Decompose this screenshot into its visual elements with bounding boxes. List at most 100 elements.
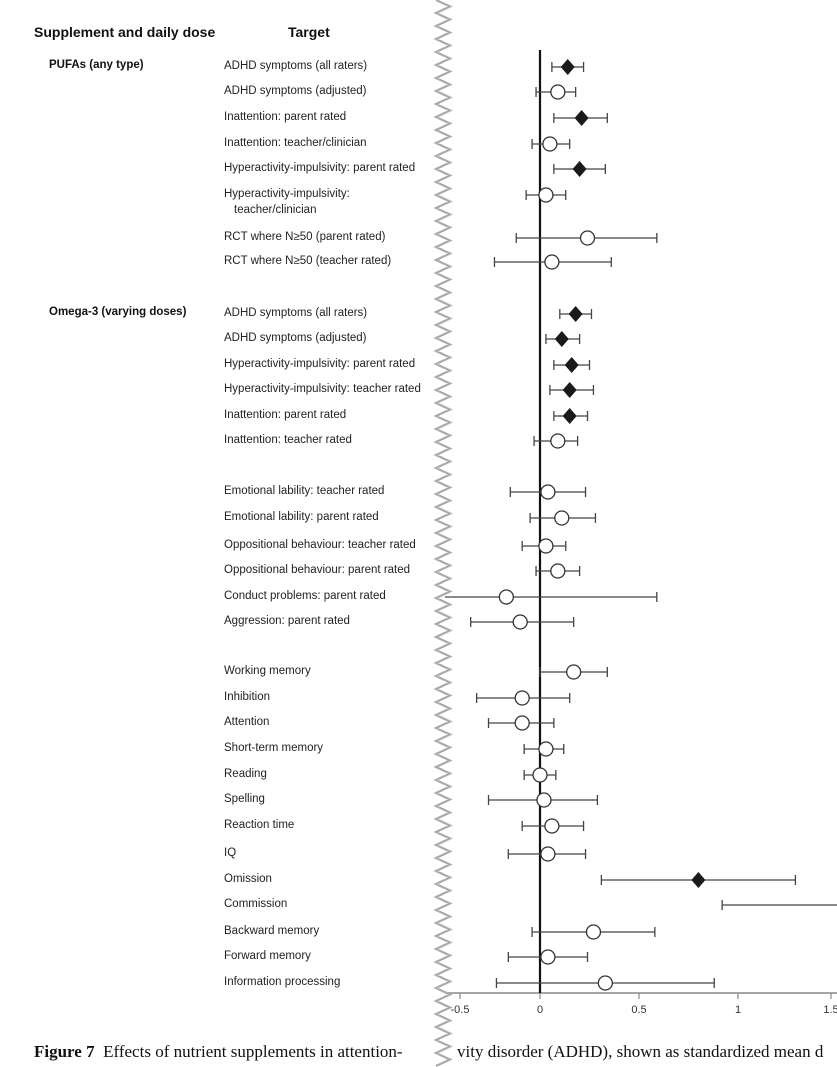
row-label-text: Inattention: teacher/clinician [224,137,367,149]
row-label: Emotional lability: parent rated [224,509,379,525]
row-label-text: Attention [224,716,270,728]
row-label-text: Oppositional behaviour: teacher rated [224,539,416,551]
row-label: Hyperactivity-impulsivity: teacher rated [224,381,421,397]
row-label: Short-term memory [224,740,323,756]
row-label: Inattention: teacher rated [224,432,352,448]
point-nonsignificant-circle [550,84,566,100]
figure-caption: Figure 7 Effects of nutrient supplements… [34,1042,403,1062]
row-label-text: Aggression: parent rated [224,615,350,627]
row-label-text: Inattention: teacher rated [224,434,352,446]
x-tick-label: -0.5 [451,1004,470,1016]
row-label: ADHD symptoms (adjusted) [224,83,367,99]
point-nonsignificant-circle [540,949,556,965]
point-nonsignificant-circle [550,433,566,449]
x-tick-label: 0 [537,1004,543,1016]
row-label-text: ADHD symptoms (all raters) [224,307,368,319]
row-label-text: Inattention: parent rated [224,409,347,421]
point-significant-diamond [564,357,579,373]
row-label-text: IQ [224,847,237,859]
row-label: Attention [224,714,269,730]
point-nonsignificant-circle [550,563,566,579]
row-label: Working memory [224,663,311,679]
row-label: Reading [224,766,267,782]
row-label: Conduct problems: parent rated [224,588,386,604]
point-nonsignificant-circle [538,538,554,554]
row-label-text: RCT where N≥50 (parent rated) [224,231,386,243]
group-label: PUFAs (any type) [49,59,144,71]
row-label: Hyperactivity-impulsivity: parent rated [224,356,415,372]
row-label-text: Omission [224,873,272,885]
point-nonsignificant-circle [498,589,514,605]
figure-caption-cont: vity disorder (ADHD), shown as standardi… [457,1042,823,1062]
row-label-text: Backward memory [224,925,320,937]
point-significant-diamond [554,331,569,347]
row-label: Commission [224,896,287,912]
header-target: Target [288,24,330,40]
row-label-text: Information processing [224,976,341,988]
caption-text-part1: Effects of nutrient supplements in atten… [103,1042,403,1061]
row-label: Omission [224,871,272,887]
point-significant-diamond [562,408,577,424]
row-label: ADHD symptoms (all raters) [224,305,367,321]
point-significant-diamond [560,59,575,75]
point-nonsignificant-circle [514,690,530,706]
x-tick-label: 0.5 [631,1004,646,1016]
row-label: Spelling [224,791,265,807]
row-label: IQ [224,845,236,861]
x-tick-label: 1 [735,1004,741,1016]
row-label: Reaction time [224,817,294,833]
row-label: Hyperactivity-impulsivity: parent rated [224,160,415,176]
point-significant-diamond [568,306,583,322]
row-label-text: Hyperactivity-impulsivity: parent rated [224,358,416,370]
row-label-text: Reaction time [224,819,295,831]
row-label-text: Reading [224,768,267,780]
row-label-text: RCT where N≥50 (teacher rated) [224,255,392,267]
point-nonsignificant-circle [540,484,556,500]
row-label: Inattention: parent rated [224,407,346,423]
point-nonsignificant-circle [544,818,560,834]
row-label: Oppositional behaviour: teacher rated [224,537,416,553]
point-nonsignificant-circle [538,187,554,203]
x-tick-label: 1.5 [823,1004,837,1016]
point-nonsignificant-circle [579,230,596,246]
point-significant-diamond [691,872,706,888]
point-nonsignificant-circle [542,136,558,152]
point-nonsignificant-circle [585,924,602,940]
row-label: Emotional lability: teacher rated [224,483,384,499]
row-label-text: Hyperactivity-impulsivity: parent rated [224,162,416,174]
row-label: RCT where N≥50 (parent rated) [224,229,385,245]
point-nonsignificant-circle [532,767,548,783]
row-label-text: Short-term memory [224,742,324,754]
row-label-text-cont: teacher/clinician [234,204,317,216]
point-nonsignificant-circle [536,792,552,808]
row-label-text: ADHD symptoms (adjusted) [224,85,367,97]
row-label-text: Hyperactivity-impulsivity: teacher rated [224,383,421,395]
row-label-text: Conduct problems: parent rated [224,590,386,602]
point-nonsignificant-circle [540,846,556,862]
point-nonsignificant-circle [544,254,560,270]
row-label-text: Inattention: parent rated [224,111,347,123]
group-label: Omega-3 (varying doses) [49,306,187,318]
row-label-text: ADHD symptoms (all raters) [224,60,368,72]
row-label: Inattention: parent rated [224,109,346,125]
row-label-text: Working memory [224,665,311,677]
point-nonsignificant-circle [514,715,530,731]
row-label: Inhibition [224,689,270,705]
point-nonsignificant-circle [554,510,570,526]
row-label-text: Inhibition [224,691,271,703]
row-label: Aggression: parent rated [224,613,350,629]
row-label: ADHD symptoms (adjusted) [224,330,367,346]
row-label: RCT where N≥50 (teacher rated) [224,253,391,269]
row-label-text: Oppositional behaviour: parent rated [224,564,411,576]
point-significant-diamond [572,161,587,177]
row-label-text: Emotional lability: teacher rated [224,485,385,497]
row-label-text: ADHD symptoms (adjusted) [224,332,367,344]
point-significant-diamond [562,382,577,398]
point-significant-diamond [574,110,589,126]
row-label-text: Hyperactivity-impulsivity: [224,188,350,200]
row-label: Backward memory [224,923,319,939]
row-label: Information processing [224,974,340,990]
row-label: Inattention: teacher/clinician [224,135,367,151]
point-nonsignificant-circle [566,664,582,680]
